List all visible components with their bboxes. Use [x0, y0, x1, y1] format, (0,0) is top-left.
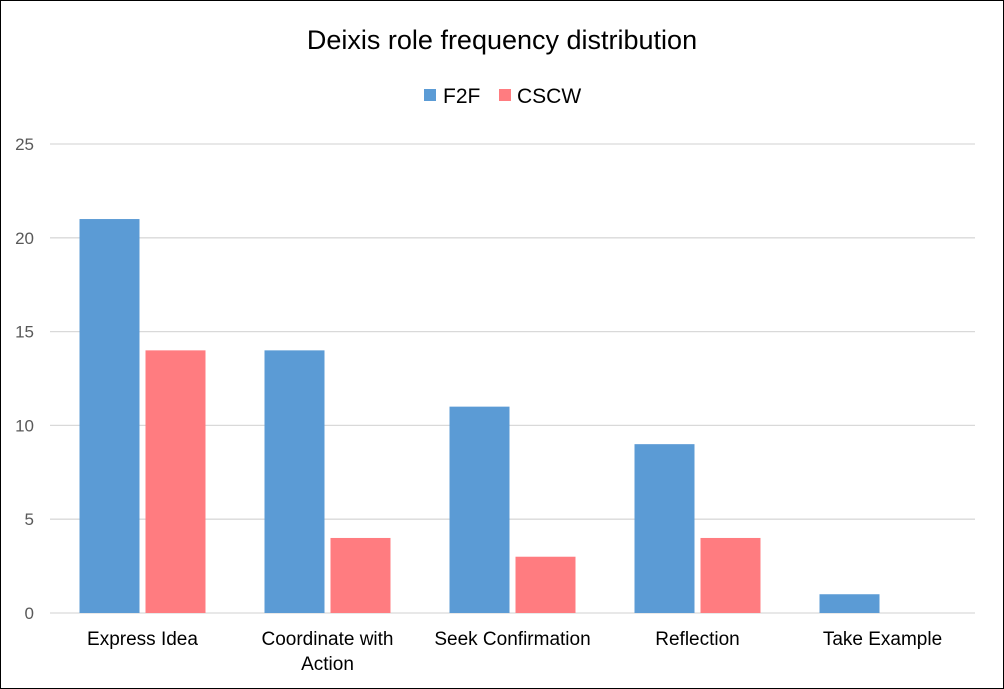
legend-label-f2f: F2F	[443, 85, 480, 108]
y-tick-label: 25	[15, 135, 34, 154]
bar-f2f-0	[79, 219, 140, 614]
bar-f2f-3	[634, 444, 695, 613]
bar-f2f-4	[819, 594, 880, 613]
x-category-label: Coordinate with	[261, 629, 393, 650]
bar-f2f-1	[264, 350, 325, 613]
x-category-label: Action	[301, 654, 354, 675]
x-category-label: Take Example	[823, 629, 942, 650]
bar-cscw-3	[700, 537, 761, 613]
y-tick-label: 10	[15, 416, 34, 435]
bar-cscw-0	[145, 350, 206, 613]
x-axis: Express Idea Coordinate with Action Seek Co…	[87, 629, 942, 675]
x-category-label: Seek Confirmation	[434, 629, 590, 650]
bar-cscw-1	[330, 537, 391, 613]
legend-swatch-f2f	[424, 89, 436, 101]
chart-title: Deixis role frequency distribution	[307, 25, 697, 55]
bar-cscw-2	[515, 556, 576, 613]
y-tick-label: 0	[25, 604, 34, 623]
y-axis: 0 5 10 15 20 25	[15, 135, 34, 623]
bars	[79, 219, 880, 614]
legend-label-cscw: CSCW	[517, 85, 581, 108]
legend-swatch-cscw	[499, 89, 511, 101]
bar-f2f-2	[449, 406, 510, 613]
x-category-label: Reflection	[655, 629, 740, 650]
x-category-label: Express Idea	[87, 629, 198, 650]
y-tick-label: 20	[15, 229, 34, 248]
y-tick-label: 5	[25, 510, 34, 529]
legend: F2F CSCW	[424, 85, 581, 108]
y-tick-label: 15	[15, 323, 34, 342]
